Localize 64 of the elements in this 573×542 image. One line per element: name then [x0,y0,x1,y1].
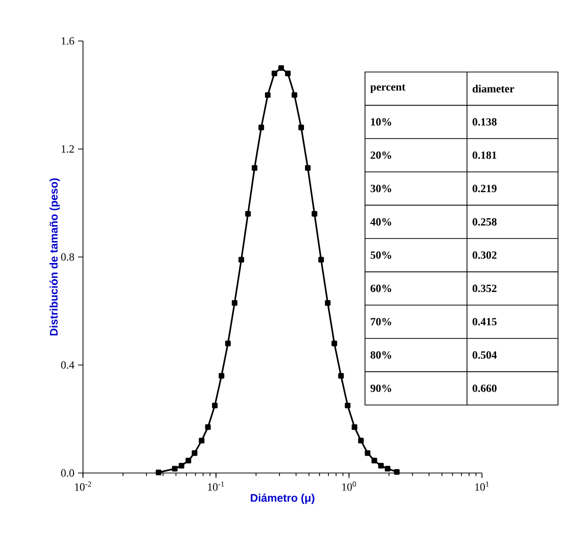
annotation: 0.219 [472,184,497,192]
annotation: 0.181 [472,151,496,159]
annotation: 80% [370,351,392,359]
point [272,70,278,76]
x-tick-label: 10$^{0}$ [342,482,356,491]
point [178,462,184,469]
annotation: 10% [371,118,392,126]
y-tick-label: 0.0 [61,469,74,477]
annotation: 0.504 [472,351,497,359]
point [384,466,390,472]
x-tick-label: 10$^{1}$ [475,482,489,491]
point [344,402,350,408]
y-tick-label: 1.6 [62,37,74,45]
y-tick-label: 0.8 [61,253,74,261]
point [186,458,192,464]
point [318,256,324,262]
annotation: diameter [472,84,514,92]
point [198,438,204,444]
point [264,92,271,98]
point [292,92,298,98]
point [358,438,364,444]
x-tick-label: 10$^{-1}$ [208,482,224,491]
point [378,462,384,469]
annotation: 0.415 [472,318,497,326]
annotation: 50% [370,251,392,259]
point [252,165,258,171]
annotation: 60% [370,284,392,292]
annotation: 0.660 [472,384,497,392]
point [372,458,378,464]
point [258,124,264,130]
point [212,402,218,408]
annotation: 0.352 [472,284,496,292]
x-tick-label: 10$^{-2}$ [75,482,92,491]
point [312,211,318,217]
point [332,340,338,346]
y-axis-title: Distribución de tamaño (peso) [50,178,60,336]
point [352,424,358,430]
point [324,300,331,306]
annotation: 70% [370,318,392,326]
point [298,124,304,130]
point [205,424,211,430]
annotation: 90% [370,384,392,392]
point [192,450,198,456]
point [278,65,284,71]
point [304,165,311,171]
point [218,373,224,379]
annotation: 0.258 [472,218,497,226]
point [338,373,344,379]
y-tick-label: 0.4 [61,361,74,369]
annotation: 40% [370,218,392,226]
annotation: 30% [370,184,392,192]
point [238,256,244,262]
point [285,70,291,76]
annotation: percent [370,84,406,93]
y-tick-label: 1.2 [62,145,74,153]
point [364,450,370,456]
point [245,211,251,217]
point [225,340,231,346]
annotation: 20% [370,151,392,159]
annotation: 0.302 [472,251,496,259]
point [232,300,238,306]
annotation: 0.138 [472,118,497,126]
point [172,466,178,472]
x-axis-title: Diámetro (μ) [250,494,314,504]
